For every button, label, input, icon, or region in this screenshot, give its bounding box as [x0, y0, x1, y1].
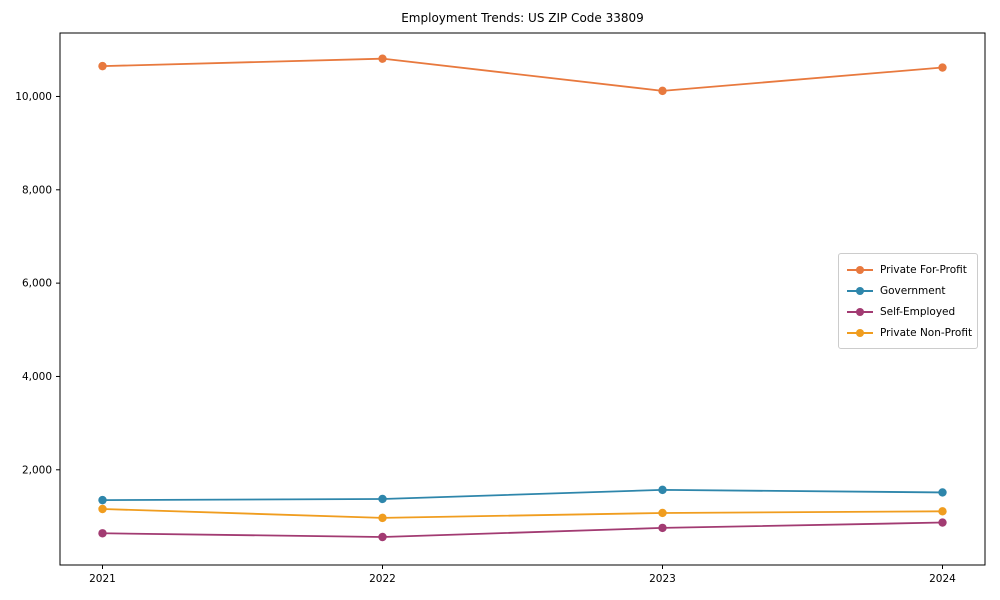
- data-point: [98, 504, 107, 514]
- legend-label: Government: [880, 284, 946, 297]
- data-point: [658, 523, 667, 533]
- x-tick-label: 2022: [369, 573, 396, 585]
- series-line-private-for-profit: [102, 57, 943, 92]
- legend-marker-icon: [847, 265, 873, 274]
- y-tick-label: 10,000: [15, 91, 52, 103]
- legend-label: Private Non-Profit: [880, 326, 973, 339]
- series-line-government: [102, 488, 943, 502]
- data-point: [378, 54, 387, 63]
- y-tick-label: 8,000: [22, 184, 52, 196]
- legend-label: Self-Employed: [880, 305, 956, 318]
- x-tick-label: 2024: [929, 573, 956, 585]
- data-point: [98, 495, 107, 505]
- x-tick-label: 2023: [649, 573, 676, 585]
- legend-item: Self-Employed: [847, 301, 969, 322]
- data-point: [378, 513, 387, 523]
- series-line-self-employed: [102, 521, 943, 538]
- data-point: [98, 61, 107, 71]
- legend-item: Government: [847, 280, 969, 301]
- chart-title: Employment Trends: US ZIP Code 33809: [401, 11, 644, 25]
- legend: Private For-Profit Government Self-Employe…: [838, 253, 978, 349]
- data-point: [658, 508, 667, 518]
- y-tick-label: 4,000: [22, 371, 52, 383]
- axes-frame: [59, 32, 986, 566]
- data-point: [938, 63, 947, 72]
- data-point: [658, 86, 667, 96]
- data-point: [658, 485, 667, 495]
- y-tick-label: 2,000: [22, 464, 52, 476]
- data-point: [938, 507, 947, 516]
- legend-label: Private For-Profit: [880, 263, 967, 276]
- data-point: [378, 532, 387, 542]
- data-point: [938, 518, 947, 527]
- legend-marker-icon: [847, 286, 873, 295]
- data-point: [938, 488, 947, 497]
- x-tick-label: 2021: [89, 573, 116, 585]
- data-point: [98, 529, 107, 538]
- data-point: [378, 494, 387, 504]
- series-line-private-non-profit: [102, 508, 943, 519]
- legend-item: Private Non-Profit: [847, 322, 973, 343]
- legend-marker-icon: [847, 328, 873, 337]
- legend-item: Private For-Profit: [847, 259, 969, 280]
- y-tick-label: 6,000: [22, 278, 52, 290]
- legend-marker-icon: [847, 307, 873, 316]
